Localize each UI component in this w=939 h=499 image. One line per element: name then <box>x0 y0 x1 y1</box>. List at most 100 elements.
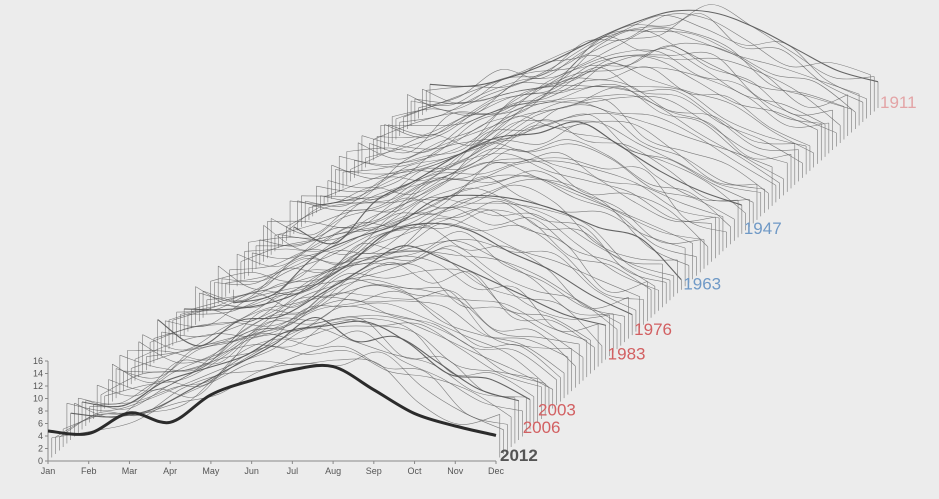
year-line-series-12 <box>93 322 542 420</box>
year-label-2003: 2003 <box>538 401 576 420</box>
year-line-series-98 <box>418 14 867 119</box>
historical-year-lines <box>51 4 879 458</box>
series-curve <box>184 222 633 316</box>
series-curve <box>361 66 811 150</box>
year-line-2006 <box>70 316 519 441</box>
year-line-2003 <box>81 320 531 430</box>
series-curve <box>100 302 550 396</box>
year-line-series-53 <box>248 162 697 276</box>
year-label-2012: 2012 <box>500 446 538 465</box>
year-line-series-8 <box>77 316 527 434</box>
series-curve <box>384 45 833 139</box>
x-tick-label-may: May <box>202 466 220 476</box>
series-curve <box>252 170 701 259</box>
series-curve <box>187 239 637 315</box>
year-line-series-17 <box>111 290 561 402</box>
year-line-series-59 <box>270 160 720 255</box>
series-curve <box>240 178 690 266</box>
series-curve <box>203 209 652 302</box>
year-line-series-3 <box>59 345 508 451</box>
series-curve <box>403 26 852 118</box>
series-curve <box>116 284 565 379</box>
year-line-series-89 <box>384 45 833 150</box>
series-curve <box>214 200 663 286</box>
x-tick-label-aug: Aug <box>325 466 341 476</box>
series-curve <box>191 217 640 310</box>
series-curve <box>407 30 856 113</box>
series-curve <box>357 85 807 160</box>
current-year-line <box>47 363 497 437</box>
year-line-series-72 <box>320 98 769 210</box>
series-curve <box>380 54 829 128</box>
series-curve <box>350 85 799 170</box>
series-curve <box>259 158 709 247</box>
series-curve <box>112 290 561 383</box>
series-curve <box>149 255 599 343</box>
series-curve <box>274 152 723 236</box>
series-curve <box>263 153 712 251</box>
series-curve <box>342 79 792 173</box>
year-line-series-92 <box>395 29 845 140</box>
y-tick-label: 8 <box>38 406 43 416</box>
series-curve <box>89 318 538 408</box>
series-curve <box>418 14 867 108</box>
series-curve <box>323 112 773 198</box>
year-line-series-100 <box>425 4 875 112</box>
year-label-1976: 1976 <box>634 320 672 339</box>
series-curve <box>146 261 595 357</box>
year-label-1947: 1947 <box>744 219 782 238</box>
series-curve <box>123 279 572 373</box>
year-line-series-7 <box>74 330 523 437</box>
y-tick-label: 16 <box>33 356 43 366</box>
series-curve <box>85 318 534 410</box>
year-line-series-35 <box>180 224 629 339</box>
series-curve <box>165 240 614 327</box>
year-line-series-51 <box>240 178 690 283</box>
series-curve <box>225 187 674 284</box>
series-curve <box>51 358 500 439</box>
year-line-series-54 <box>251 170 701 273</box>
year-line-series-11 <box>89 318 538 423</box>
series-curve <box>316 104 765 193</box>
year-line-series-45 <box>217 197 667 304</box>
year-line-series-82 <box>357 85 807 175</box>
series-curve <box>131 285 580 369</box>
year-line-series-2 <box>55 351 504 455</box>
series-curve <box>388 51 837 136</box>
series-curve <box>270 160 720 236</box>
year-line-series-95 <box>407 30 856 129</box>
x-tick-label-jul: Jul <box>287 466 299 476</box>
series-curve <box>320 98 769 201</box>
series-curve <box>78 316 527 405</box>
series-curve <box>278 157 727 239</box>
series-curve <box>267 148 716 229</box>
year-line-series-52 <box>244 175 693 280</box>
series-curve <box>199 208 648 303</box>
series-curve <box>66 327 515 412</box>
year-line-series-14 <box>100 302 550 413</box>
x-tick-label-sep: Sep <box>366 466 382 476</box>
y-tick-label: 12 <box>33 381 43 391</box>
series-curve <box>369 55 818 154</box>
x-tick-label-apr: Apr <box>163 466 177 476</box>
series-curve <box>55 351 504 438</box>
series-curve <box>395 29 845 120</box>
series-curve <box>142 268 591 351</box>
series-curve <box>210 206 659 291</box>
year-line-series-56 <box>259 158 709 266</box>
x-axis-ticks: Jan Feb Mar Apr May Jun Jul Aug Sep Oct Nov Dec <box>41 461 504 476</box>
series-curve <box>365 62 814 159</box>
year-line-series-4 <box>62 346 512 448</box>
y-tick-label: 10 <box>33 394 43 404</box>
series-curve <box>411 28 860 106</box>
series-curve <box>335 83 784 179</box>
series-curve <box>172 250 621 325</box>
series-curve <box>426 4 875 91</box>
series-curve <box>176 231 625 317</box>
year-line-series-47 <box>225 187 675 297</box>
year-line-series-48 <box>229 184 678 294</box>
year-line-series-31 <box>164 240 614 353</box>
year-line-series-27 <box>149 255 599 367</box>
series-curve <box>221 196 671 282</box>
